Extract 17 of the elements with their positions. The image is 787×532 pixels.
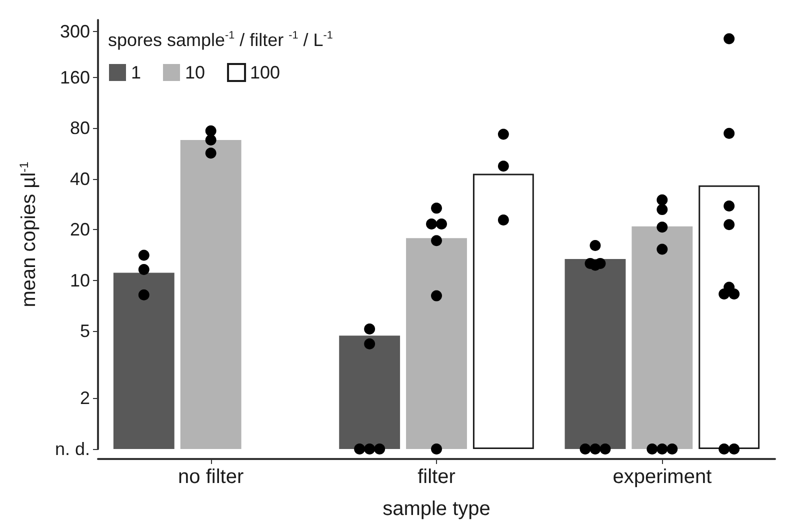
y-tick-label: 10 bbox=[70, 270, 90, 290]
y-tick-label: n. d. bbox=[54, 439, 90, 459]
y-axis-title: mean copies µl-1 bbox=[17, 161, 40, 308]
legend-label: 100 bbox=[250, 62, 280, 82]
y-tick-label: 80 bbox=[70, 118, 90, 138]
x-tick-label: no filter bbox=[178, 466, 244, 488]
y-tick-label: 20 bbox=[70, 220, 90, 240]
legend-label: 1 bbox=[131, 62, 142, 82]
y-tick-label: 160 bbox=[60, 67, 90, 88]
legend-label: 10 bbox=[185, 62, 206, 82]
x-tick-label: experiment bbox=[612, 466, 712, 488]
x-tick-label: filter bbox=[418, 466, 456, 488]
y-tick-label: 300 bbox=[60, 21, 90, 42]
y-tick-label: 5 bbox=[80, 321, 90, 342]
y-tick-label: 40 bbox=[70, 168, 90, 189]
x-axis-title: sample type bbox=[382, 498, 490, 520]
y-tick-label: 2 bbox=[80, 388, 90, 408]
